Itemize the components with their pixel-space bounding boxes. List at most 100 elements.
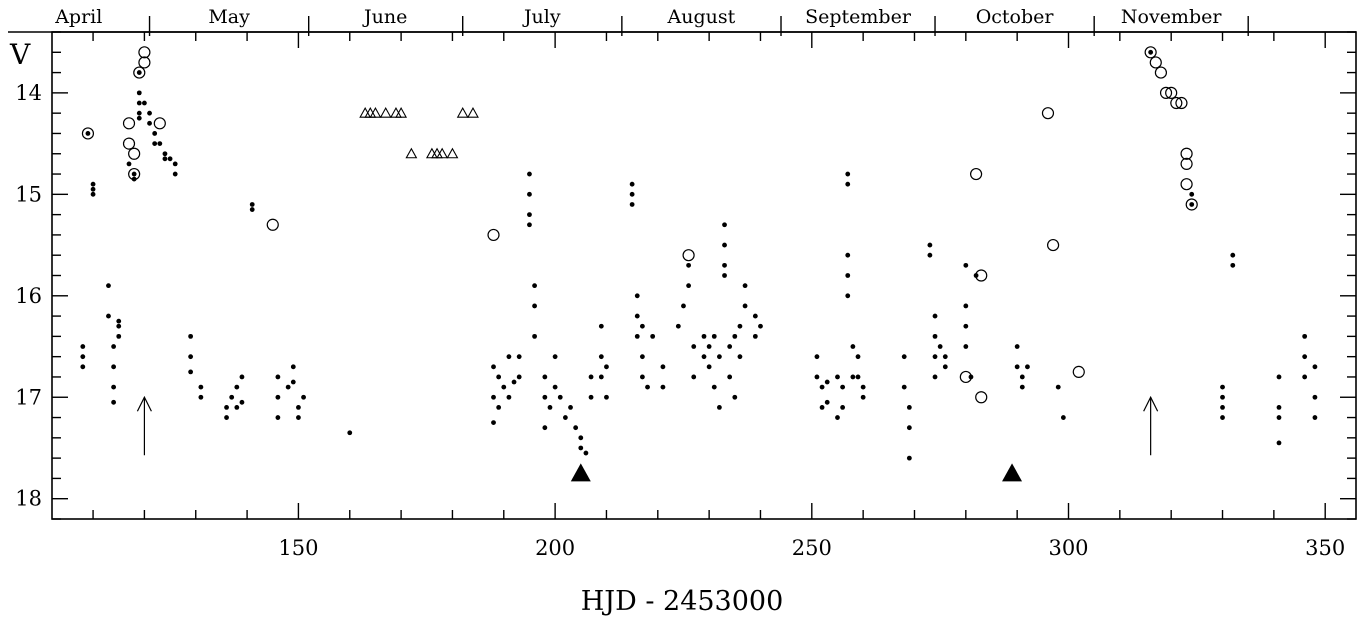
open-circle-point (1149, 56, 1162, 69)
filled-point (650, 333, 656, 339)
filled-point (162, 151, 168, 157)
month-label: August (667, 6, 736, 28)
filled-point (845, 181, 851, 187)
filled-point (906, 404, 912, 410)
filled-point (224, 415, 229, 420)
filled-point (901, 384, 907, 390)
filled-point (90, 181, 96, 187)
filled-point (296, 415, 301, 420)
filled-point (845, 171, 851, 177)
filled-point (116, 333, 122, 339)
filled-point (172, 161, 178, 167)
filled-point (527, 222, 532, 228)
plot-frame (51, 31, 1357, 520)
filled-point (824, 379, 830, 385)
filled-point (239, 399, 245, 405)
filled-point (660, 364, 666, 370)
filled-point (249, 207, 255, 212)
filled-point (542, 394, 548, 400)
x-axis-title: HJD - 2453000 (581, 586, 784, 617)
filled-point (172, 171, 178, 177)
y-tick-label: 16 (15, 284, 42, 308)
filled-point (752, 313, 758, 319)
month-label: June (362, 6, 407, 28)
filled-point (547, 404, 553, 410)
filled-point (562, 415, 568, 420)
filled-point (742, 303, 748, 309)
open-triangle-point (390, 107, 402, 118)
x-tick-label: 300 (1048, 536, 1088, 560)
filled-point (1302, 374, 1308, 380)
filled-point (706, 344, 712, 349)
open-triangle-point (446, 147, 459, 159)
filled-point (1189, 202, 1195, 207)
x-tick-label: 250 (792, 536, 832, 560)
filled-point (752, 333, 758, 339)
open-circle-point (1041, 107, 1055, 120)
filled-point (496, 404, 502, 410)
filled-point (722, 242, 727, 248)
filled-point (1025, 364, 1030, 370)
open-circle-point (266, 218, 279, 231)
filled-point (224, 404, 229, 410)
filled-point (860, 384, 866, 390)
filled-point (136, 110, 142, 116)
filled-point (80, 364, 86, 370)
filled-point (901, 354, 907, 360)
filled-point (116, 323, 122, 329)
month-label: May (208, 6, 250, 28)
open-triangle-point (379, 107, 392, 118)
filled-point (1055, 384, 1061, 390)
open-triangle-point (425, 147, 438, 159)
filled-point (1220, 384, 1225, 390)
filled-point (90, 186, 96, 192)
open-triangle-point (467, 107, 479, 118)
filled-point (855, 354, 861, 360)
filled-point (937, 344, 943, 349)
axes: 150 200 250 300 350 14 15 16 17 18 April May June Jul… (8, 6, 1357, 560)
filled-point (491, 420, 496, 426)
filled-point (568, 404, 573, 410)
filled-point (701, 354, 707, 360)
open-circle-point (959, 370, 972, 384)
y-tick-label: 14 (15, 81, 42, 105)
open-circle-point (1072, 365, 1085, 378)
filled-point (275, 374, 281, 380)
x-tick-label: 200 (535, 536, 575, 560)
filled-point (645, 384, 650, 390)
filled-point (157, 141, 163, 147)
open-circle-point (682, 249, 695, 262)
arrow-up-marker (136, 395, 152, 456)
filled-point (927, 252, 933, 258)
month-label: November (1121, 6, 1222, 28)
filled-point (532, 333, 537, 339)
filled-point (198, 384, 204, 390)
y-tick-label: 15 (15, 182, 42, 206)
open-circle-point (1159, 86, 1173, 99)
filled-point (527, 171, 532, 177)
filled-point (639, 374, 645, 380)
filled-point (711, 384, 717, 390)
filled-point (136, 100, 142, 106)
filled-point (963, 344, 969, 349)
filled-point (845, 252, 851, 258)
filled-point (527, 212, 532, 218)
filled-point (835, 415, 840, 420)
filled-point (681, 303, 686, 309)
filled-point (675, 323, 681, 329)
filled-point (814, 374, 820, 380)
filled-point (717, 354, 722, 360)
open-triangle-point (359, 107, 372, 118)
open-circle-point (138, 56, 151, 69)
filled-triangle-marker (570, 463, 591, 482)
filled-point (1276, 440, 1282, 446)
open-circle-point (128, 167, 141, 181)
open-triangle-point (364, 107, 377, 118)
filled-point (634, 293, 640, 299)
open-circle-point (1154, 66, 1168, 79)
filled-point (850, 344, 856, 349)
y-axis-title: V (9, 38, 31, 71)
filled-point (491, 394, 496, 400)
filled-point (860, 394, 866, 400)
filled-point (639, 323, 645, 329)
